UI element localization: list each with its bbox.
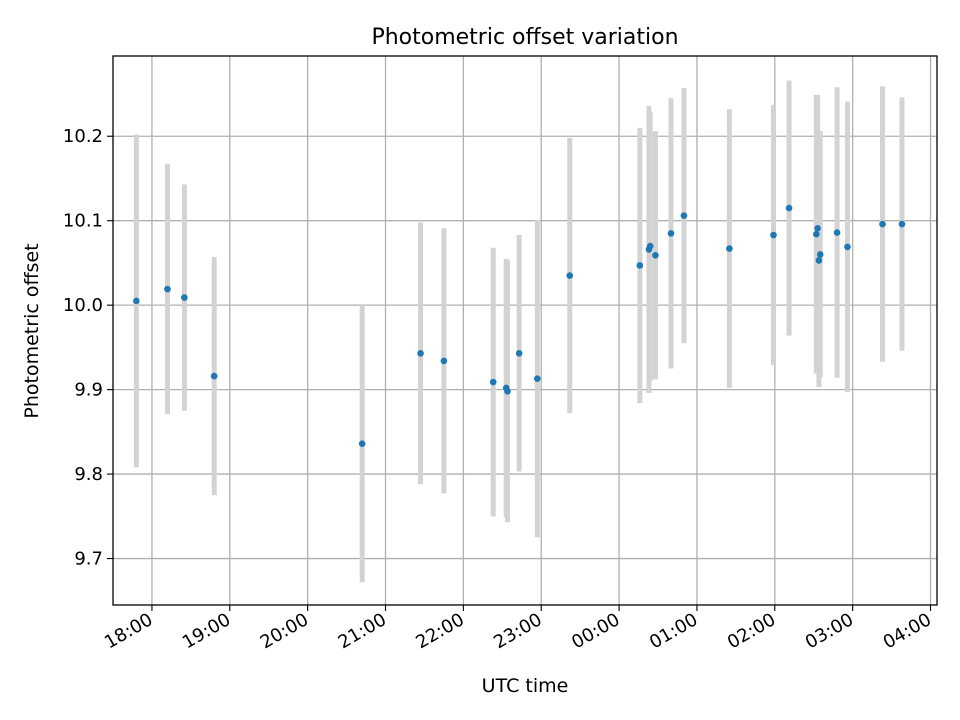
data-point [181, 294, 188, 301]
data-point [726, 245, 733, 252]
data-point [504, 388, 511, 395]
x-tick-label: 19:00 [179, 609, 234, 653]
data-point [844, 243, 851, 251]
x-tick-label: 23:00 [490, 609, 545, 653]
data-point [440, 357, 448, 365]
y-tick-label: 10.0 [63, 295, 103, 316]
x-tick-label: 22:00 [412, 609, 467, 653]
chart-title: Photometric offset variation [371, 25, 678, 50]
data-point [898, 220, 906, 228]
data-point [133, 297, 140, 305]
plot-frame [112, 55, 938, 606]
x-axis-ticks: 18:00 19:00 20:00 21:00 22:00 23:00 00:00 01:00… [101, 605, 935, 653]
y-tick-label: 9.8 [74, 464, 103, 485]
x-tick-label: 03:00 [802, 609, 857, 653]
y-tick-label: 10.2 [63, 126, 103, 147]
y-axis-ticks: 9.7 9.8 9.9 10.0 10.1 10.2 [63, 126, 113, 570]
data-points [133, 204, 906, 447]
data-point [667, 230, 675, 237]
data-point [814, 225, 821, 232]
x-tick-label: 00:00 [568, 609, 623, 653]
data-point [358, 440, 366, 447]
data-point [489, 378, 497, 386]
x-tick-label: 04:00 [880, 609, 935, 653]
data-point [770, 231, 777, 239]
y-tick-label: 9.7 [74, 549, 103, 570]
data-point [785, 204, 793, 212]
data-point [815, 257, 823, 264]
data-point [816, 251, 824, 258]
data-point [534, 375, 541, 382]
data-point [652, 252, 659, 259]
x-tick-label: 21:00 [335, 609, 390, 653]
x-tick-label: 18:00 [101, 609, 156, 653]
data-point [417, 350, 424, 357]
x-tick-label: 20:00 [257, 609, 312, 653]
data-point [813, 230, 820, 238]
data-point [680, 212, 688, 219]
y-axis-label: Photometric offset [21, 243, 43, 418]
x-tick-label: 01:00 [646, 609, 701, 653]
data-point [515, 350, 523, 357]
data-point [646, 242, 654, 250]
data-point [164, 285, 171, 293]
data-point [833, 229, 841, 236]
error-bars [133, 80, 905, 583]
x-axis-label: UTC time [482, 675, 569, 697]
data-point [566, 272, 574, 279]
data-point [879, 220, 886, 228]
data-point [210, 372, 218, 380]
data-point [636, 262, 644, 269]
x-tick-label: 02:00 [724, 609, 779, 653]
y-tick-label: 9.9 [74, 380, 103, 401]
y-tick-label: 10.1 [63, 211, 103, 232]
grid [113, 56, 937, 605]
